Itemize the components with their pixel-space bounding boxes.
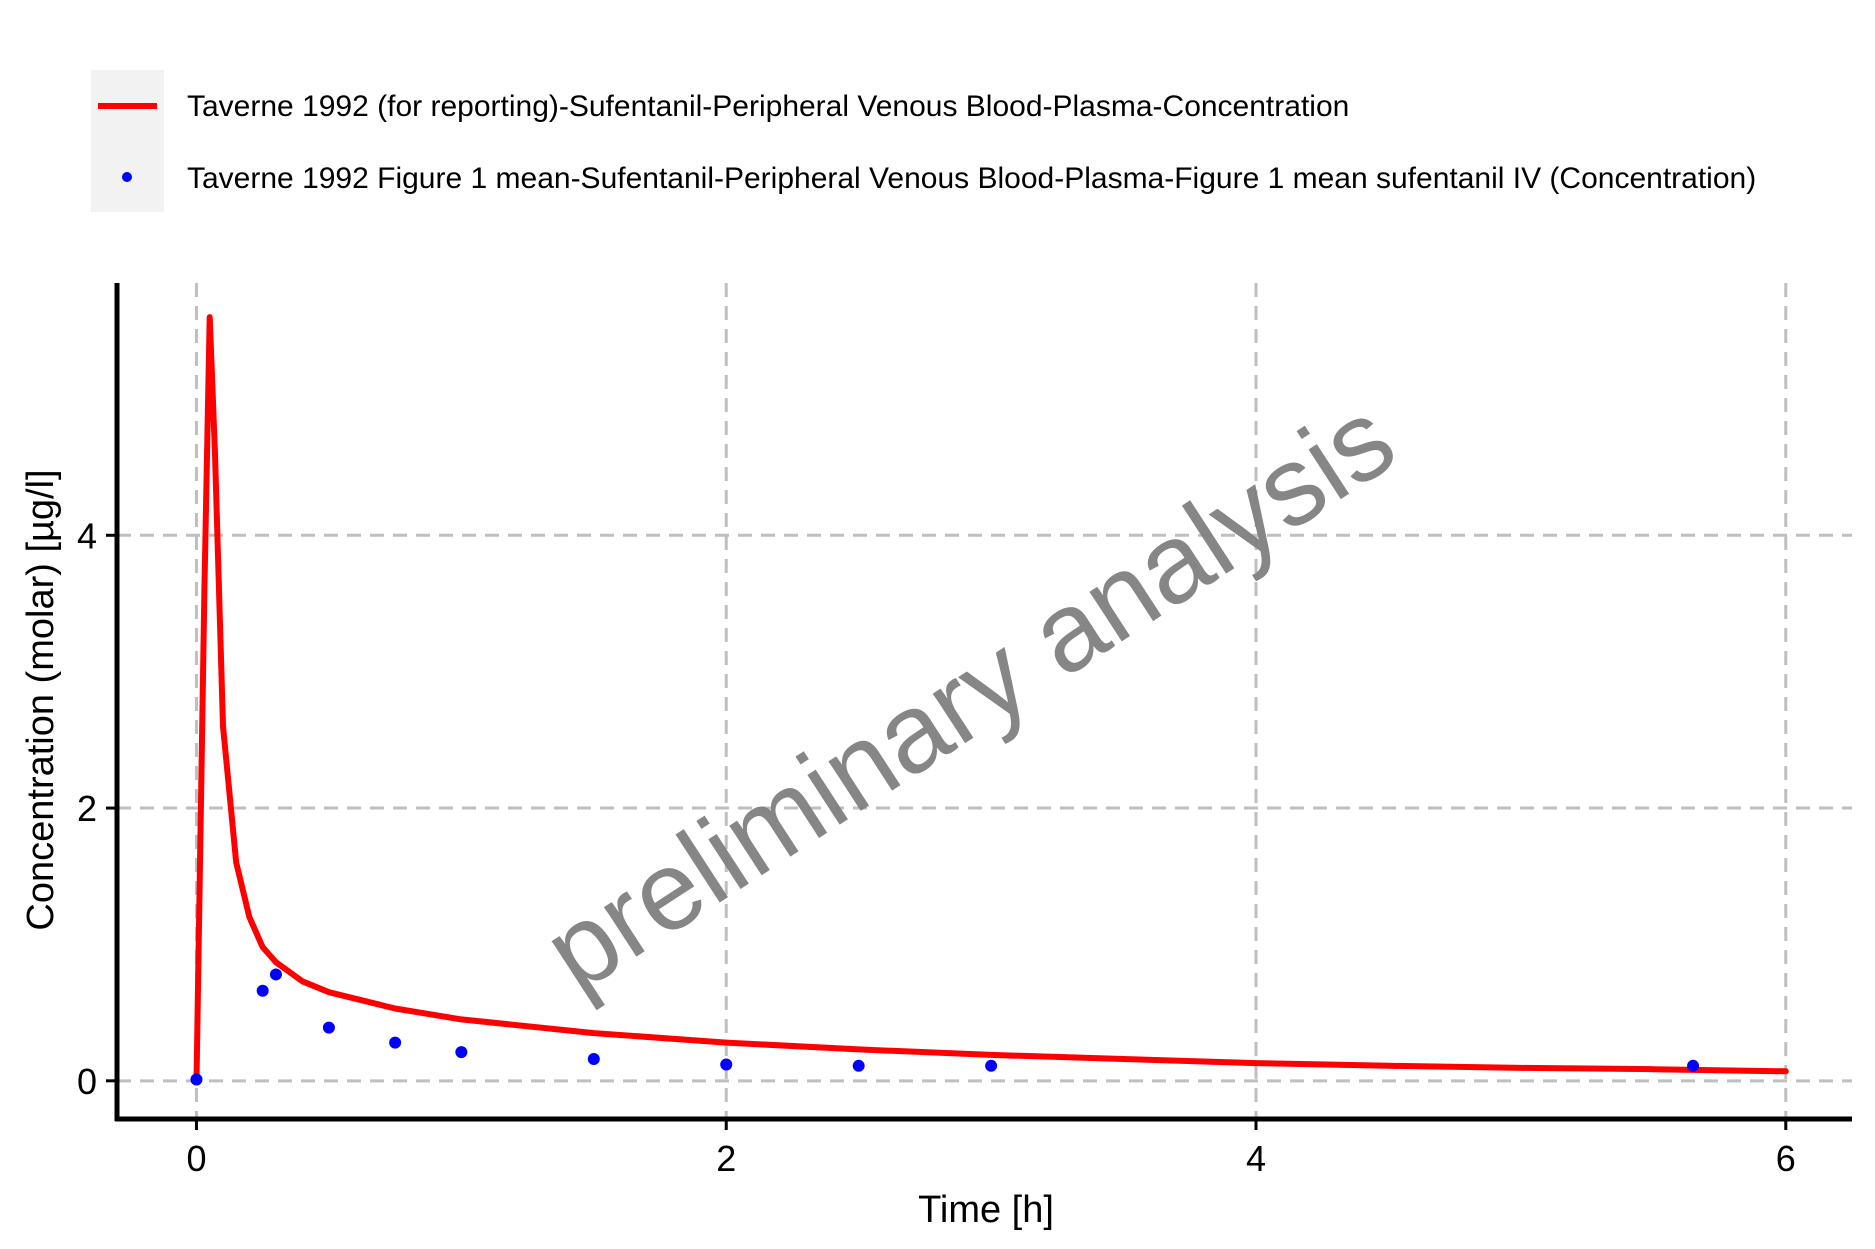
data-point-observed — [322, 1021, 335, 1034]
data-point-observed — [985, 1059, 998, 1072]
data-point-observed — [389, 1036, 402, 1049]
legend-point-key — [122, 172, 132, 182]
data-point-observed — [269, 968, 282, 981]
x-tick-label: 4 — [1246, 1138, 1266, 1179]
x-axis-title: Time [h] — [918, 1189, 1054, 1231]
data-point-observed — [256, 984, 269, 997]
legend: Taverne 1992 (for reporting)-Sufentanil-… — [91, 70, 1756, 212]
data-point-observed — [720, 1058, 733, 1071]
legend-label-simulation: Taverne 1992 (for reporting)-Sufentanil-… — [187, 90, 1349, 123]
grid — [117, 283, 1852, 1119]
y-axis-title: Concentration (molar) [µg/l] — [20, 469, 62, 930]
y-tick-label: 4 — [77, 515, 97, 556]
data-point-observed — [455, 1046, 468, 1059]
watermark: preliminary analysis — [523, 374, 1416, 1014]
data-point-observed — [852, 1059, 865, 1072]
x-tick-label: 6 — [1776, 1138, 1796, 1179]
plot-panel: preliminary analysis 0 2 4 6 0 2 4 — [77, 283, 1852, 1179]
legend-label-observed: Taverne 1992 Figure 1 mean-Sufentanil-Pe… — [187, 162, 1756, 195]
data-marks — [190, 314, 1789, 1086]
data-point-observed — [587, 1052, 600, 1065]
x-tick-label: 0 — [186, 1138, 206, 1179]
y-tick-label: 0 — [77, 1061, 97, 1102]
x-tick-label: 2 — [716, 1138, 736, 1179]
data-point-observed — [1687, 1059, 1700, 1072]
y-tick-label: 2 — [77, 788, 97, 829]
axes-ticks: 0 2 4 6 0 2 4 — [77, 515, 1796, 1179]
data-point-observed — [190, 1073, 203, 1086]
legend-key-background — [91, 70, 164, 212]
series-line-simulation — [193, 314, 1789, 1084]
